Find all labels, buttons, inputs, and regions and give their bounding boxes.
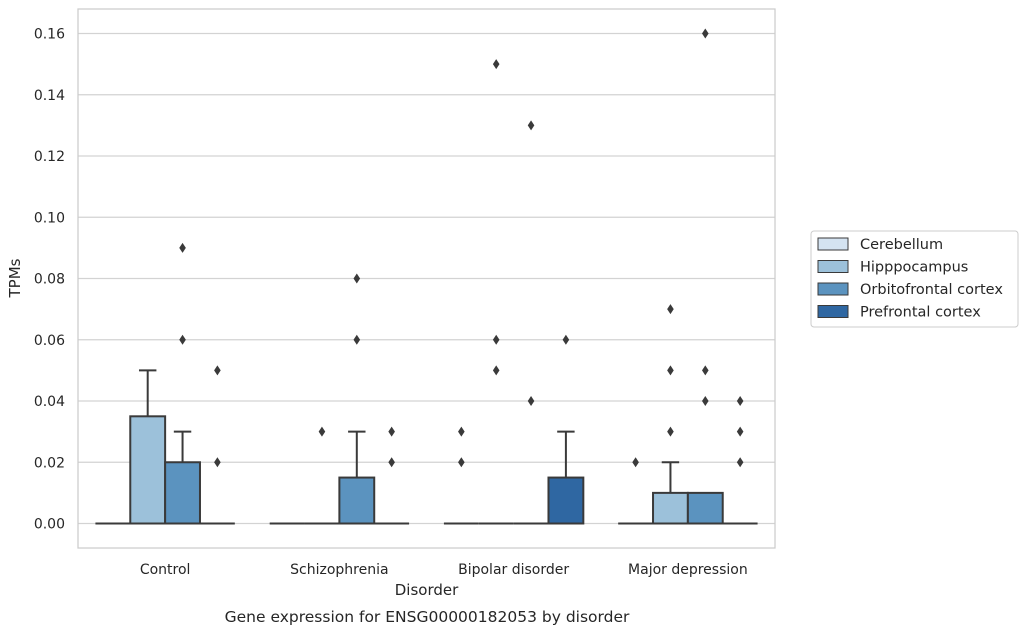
outlier-point bbox=[353, 273, 361, 284]
outlier-point bbox=[353, 334, 361, 345]
chart-caption: Gene expression for ENSG00000182053 by d… bbox=[225, 608, 630, 626]
legend-swatch bbox=[817, 282, 849, 296]
y-tick-label: 0.14 bbox=[34, 88, 65, 104]
legend-label: Cerebellum bbox=[860, 237, 943, 253]
outlier-point bbox=[632, 457, 639, 468]
outlier-point bbox=[736, 426, 744, 437]
outlier-point bbox=[562, 334, 570, 345]
legend-item: Hipppocampus bbox=[817, 260, 968, 276]
x-tick-label: Schizophrenia bbox=[290, 562, 388, 578]
box-3-2 bbox=[547, 430, 585, 525]
legend-label: Hipppocampus bbox=[860, 260, 968, 276]
box-body bbox=[164, 461, 201, 525]
box-2-1 bbox=[338, 430, 376, 525]
box-body bbox=[686, 491, 724, 525]
outlier-point bbox=[318, 426, 326, 437]
outlier-point bbox=[736, 396, 744, 406]
outlier-point bbox=[214, 457, 221, 468]
outlier-point bbox=[179, 242, 186, 253]
outlier-point bbox=[702, 396, 709, 406]
outlier-point bbox=[527, 120, 535, 131]
x-tick-label: Bipolar disorder bbox=[458, 562, 569, 578]
outlier-point bbox=[492, 59, 500, 70]
box-1-3 bbox=[652, 461, 689, 525]
box-1-0 bbox=[129, 369, 167, 525]
outlier-point bbox=[527, 396, 535, 406]
y-tick-label: 0.12 bbox=[34, 149, 65, 165]
x-tick-label: Major depression bbox=[628, 562, 748, 578]
outlier-point bbox=[214, 365, 221, 376]
outlier-point bbox=[458, 426, 465, 437]
y-tick-label: 0.02 bbox=[34, 455, 65, 471]
y-tick-label: 0.08 bbox=[34, 272, 65, 288]
box-body bbox=[652, 491, 689, 525]
outlier-point bbox=[702, 365, 709, 376]
legend-swatch bbox=[817, 237, 849, 251]
legend-item: Orbitofrontal cortex bbox=[817, 282, 1003, 298]
legend-swatch bbox=[817, 260, 849, 273]
box-marks bbox=[95, 369, 758, 525]
x-axis-label: Disorder bbox=[395, 581, 459, 599]
outlier-point bbox=[179, 334, 186, 345]
outlier-point bbox=[458, 457, 465, 468]
outlier-point bbox=[388, 457, 395, 468]
x-tick-labels: Control Schizophrenia Bipolar disorder Majo… bbox=[140, 562, 748, 578]
box-body bbox=[338, 476, 376, 525]
outlier-point bbox=[492, 334, 500, 345]
outlier-point bbox=[667, 365, 674, 376]
outlier-point bbox=[388, 426, 395, 437]
outlier-marks bbox=[179, 28, 744, 468]
legend-frame bbox=[810, 230, 1019, 328]
outlier-point bbox=[702, 28, 709, 39]
legend-swatch bbox=[817, 305, 849, 318]
box-body bbox=[129, 415, 167, 525]
legend: Cerebellum Hipppocampus Orbitofrontal cort… bbox=[810, 230, 1019, 328]
y-tick-label: 0.16 bbox=[34, 27, 65, 43]
legend-label: Prefrontal cortex bbox=[860, 305, 981, 321]
y-tick-labels: 0.00 0.02 0.04 0.06 0.08 0.10 0.12 0.14 0.16 bbox=[34, 27, 65, 533]
y-tick-label: 0.04 bbox=[34, 394, 65, 410]
outlier-point bbox=[667, 304, 674, 315]
x-tick-label: Control bbox=[140, 562, 191, 578]
outlier-point bbox=[736, 457, 744, 468]
legend-label: Orbitofrontal cortex bbox=[860, 282, 1003, 298]
box-2-0 bbox=[164, 430, 201, 525]
y-tick-label: 0.00 bbox=[34, 517, 65, 533]
outlier-point bbox=[492, 365, 500, 376]
plot-area-frame bbox=[77, 8, 776, 549]
outlier-point bbox=[667, 426, 674, 437]
legend-item: Cerebellum bbox=[817, 237, 943, 253]
y-tick-label: 0.10 bbox=[34, 210, 65, 226]
legend-item: Prefrontal cortex bbox=[817, 305, 981, 321]
box-body bbox=[547, 476, 585, 525]
box-2-3 bbox=[686, 491, 724, 525]
y-tick-label: 0.06 bbox=[34, 333, 65, 349]
legend-items: Cerebellum Hipppocampus Orbitofrontal cort… bbox=[817, 237, 1003, 321]
y-axis-label: TPMs bbox=[6, 258, 24, 298]
